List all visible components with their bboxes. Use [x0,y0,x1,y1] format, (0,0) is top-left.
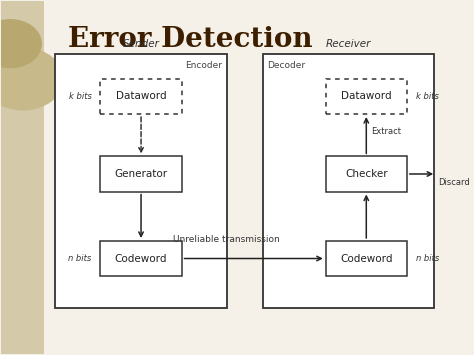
Text: Receiver: Receiver [326,39,371,49]
Text: Generator: Generator [115,169,168,179]
Text: Checker: Checker [345,169,388,179]
Text: k bits: k bits [416,92,439,101]
Text: Extract: Extract [372,127,401,136]
Circle shape [0,19,42,68]
Text: Sender: Sender [123,39,159,49]
Text: Dataword: Dataword [116,92,166,102]
Text: Dataword: Dataword [341,92,392,102]
Text: Unreliable transmission: Unreliable transmission [173,235,280,244]
Text: Discard: Discard [438,178,470,187]
FancyBboxPatch shape [100,156,182,192]
Text: Codeword: Codeword [340,253,392,263]
Text: Decoder: Decoder [267,61,305,70]
Text: Codeword: Codeword [115,253,167,263]
FancyBboxPatch shape [326,156,407,192]
Text: n bits: n bits [68,254,91,263]
Text: k bits: k bits [69,92,91,101]
Text: Encoder: Encoder [185,61,222,70]
FancyBboxPatch shape [1,1,44,354]
FancyBboxPatch shape [100,79,182,114]
Text: Error Detection: Error Detection [68,26,313,53]
Text: n bits: n bits [416,254,439,263]
Circle shape [0,47,64,110]
FancyBboxPatch shape [326,241,407,276]
FancyBboxPatch shape [263,54,434,308]
FancyBboxPatch shape [326,79,407,114]
FancyBboxPatch shape [100,241,182,276]
FancyBboxPatch shape [55,54,227,308]
